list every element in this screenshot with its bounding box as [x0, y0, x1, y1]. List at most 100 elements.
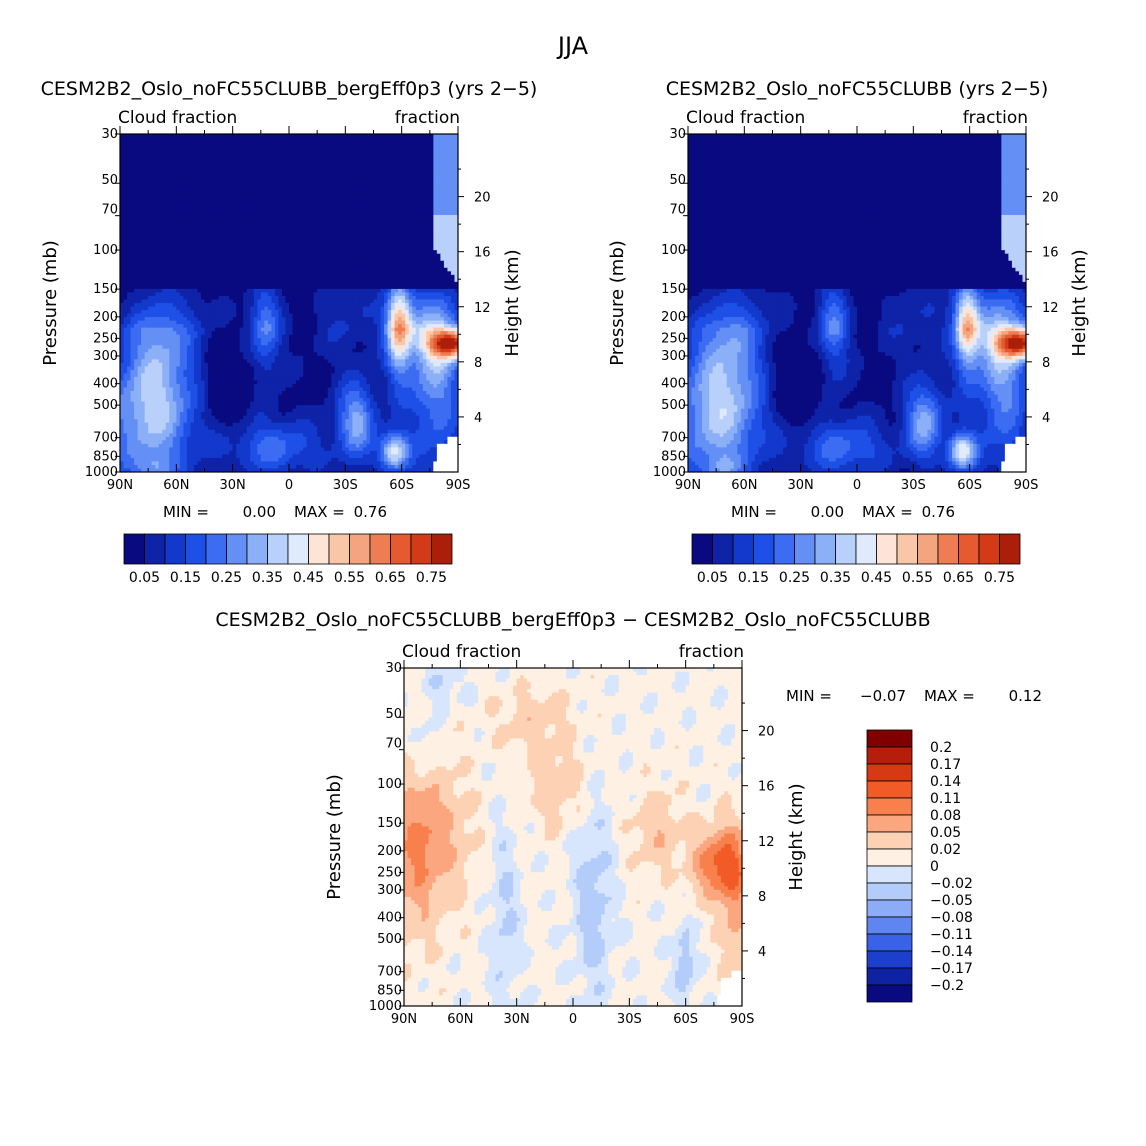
panel-left-cell — [415, 183, 420, 188]
panel-left-cell — [218, 285, 223, 290]
panel-left-cell — [359, 239, 364, 244]
panel-left-cell — [341, 197, 346, 202]
panel-left-cell — [208, 214, 213, 220]
panel-left-cell — [384, 193, 389, 198]
panel-left-cell — [222, 271, 227, 276]
panel-left-cell — [148, 306, 153, 311]
panel-left-cell — [419, 190, 424, 195]
panel-left-cell — [292, 144, 297, 149]
panel-left-cell — [225, 134, 230, 139]
panel-left-cell — [377, 193, 382, 198]
panel-left-cell — [137, 246, 142, 251]
panel-left-cell — [267, 232, 272, 237]
panel-left-cell — [341, 155, 346, 160]
panel-left-cell — [450, 165, 456, 170]
panel-left-cell — [408, 313, 413, 318]
panel-left-cell — [260, 222, 265, 227]
panel-left-cell — [310, 197, 315, 202]
panel-left-cell — [278, 144, 283, 149]
panel-left-cell — [426, 222, 431, 227]
panel-left-cell — [408, 218, 413, 223]
panel-left-cell — [292, 158, 297, 163]
panel-left-cell — [137, 151, 142, 156]
panel-left-cell — [447, 229, 452, 234]
panel-left-cell — [120, 260, 125, 265]
panel-left-cell — [172, 274, 177, 279]
panel-left-cell — [193, 211, 199, 216]
panel-left-cell — [398, 211, 403, 216]
panel-left-cell — [158, 281, 163, 286]
panel-left-cell — [292, 306, 297, 311]
panel-left-cell — [306, 299, 311, 304]
panel-left-cell — [303, 197, 308, 202]
panel-left-cell — [331, 204, 336, 209]
panel-left-cell — [362, 190, 368, 195]
panel-left-cell — [377, 225, 382, 230]
panel-left-cell — [373, 281, 378, 286]
panel-left-cell — [327, 155, 332, 160]
panel-left-cell — [320, 250, 325, 255]
panel-left-cell — [341, 222, 346, 227]
panel-left-cell — [331, 243, 336, 248]
panel-left-cell — [130, 165, 135, 170]
panel-left-cell — [384, 271, 389, 276]
panel-left-cell — [130, 193, 135, 198]
panel-left-cell — [341, 144, 346, 149]
panel-left-cell — [306, 151, 311, 156]
panel-left-cell — [391, 137, 396, 142]
panel-left-cell — [408, 271, 413, 276]
panel-left-cell — [348, 158, 353, 163]
panel-left-cell — [158, 222, 163, 227]
panel-left-cell — [422, 299, 427, 304]
panel-left-cell — [281, 229, 287, 234]
panel-left-cell — [274, 190, 280, 195]
panel-left-cell — [141, 179, 146, 184]
panel-left-cell — [289, 313, 294, 318]
panel-left-cell — [362, 186, 368, 191]
panel-left-cell — [324, 292, 329, 297]
panel-left-cell — [377, 176, 382, 181]
panel-left-cell — [398, 193, 403, 198]
panel-left-cell — [334, 214, 339, 220]
panel-left-cell — [197, 246, 202, 251]
panel-left-cell — [176, 176, 181, 181]
panel-left-cell — [257, 144, 262, 149]
panel-left-cell — [155, 148, 160, 153]
panel-left-cell — [391, 204, 396, 209]
panel-left-cell — [200, 200, 206, 206]
panel-left-cell — [281, 158, 287, 163]
panel-left-cell — [359, 158, 364, 163]
panel-left-cell — [443, 271, 449, 276]
panel-left-cell — [355, 313, 361, 318]
panel-left-cell — [176, 310, 181, 315]
panel-left-cell — [366, 169, 371, 174]
panel-left-cell — [366, 299, 371, 304]
panel-left-cell — [158, 183, 163, 188]
panel-left-cell — [440, 144, 445, 149]
panel-left-cell — [158, 190, 163, 195]
panel-left-cell — [172, 239, 177, 244]
panel-left-cell — [334, 288, 339, 294]
panel-left-cell — [303, 285, 308, 290]
panel-left-cell — [172, 190, 177, 195]
panel-left-cell — [271, 271, 276, 276]
panel-left-cell — [211, 148, 216, 153]
panel-left-cell — [123, 137, 128, 142]
panel-left-cell — [123, 162, 128, 167]
panel-left-cell — [162, 278, 167, 283]
panel-left-cell — [243, 158, 248, 163]
panel-left-cell — [334, 271, 339, 276]
panel-left-cell — [324, 250, 329, 255]
panel-left-cell — [391, 271, 396, 276]
panel-left-cell — [303, 232, 308, 237]
panel-left-cell — [260, 271, 265, 276]
panel-left-cell — [148, 310, 153, 315]
panel-left-cell — [327, 303, 332, 308]
panel-left-cell — [218, 204, 223, 209]
panel-left-cell — [306, 134, 311, 139]
panel-left-cell — [151, 214, 156, 220]
panel-left-cell — [236, 134, 241, 139]
panel-left-cell — [176, 236, 181, 241]
panel-left-cell — [443, 169, 449, 174]
panel-left-cell — [179, 239, 184, 244]
